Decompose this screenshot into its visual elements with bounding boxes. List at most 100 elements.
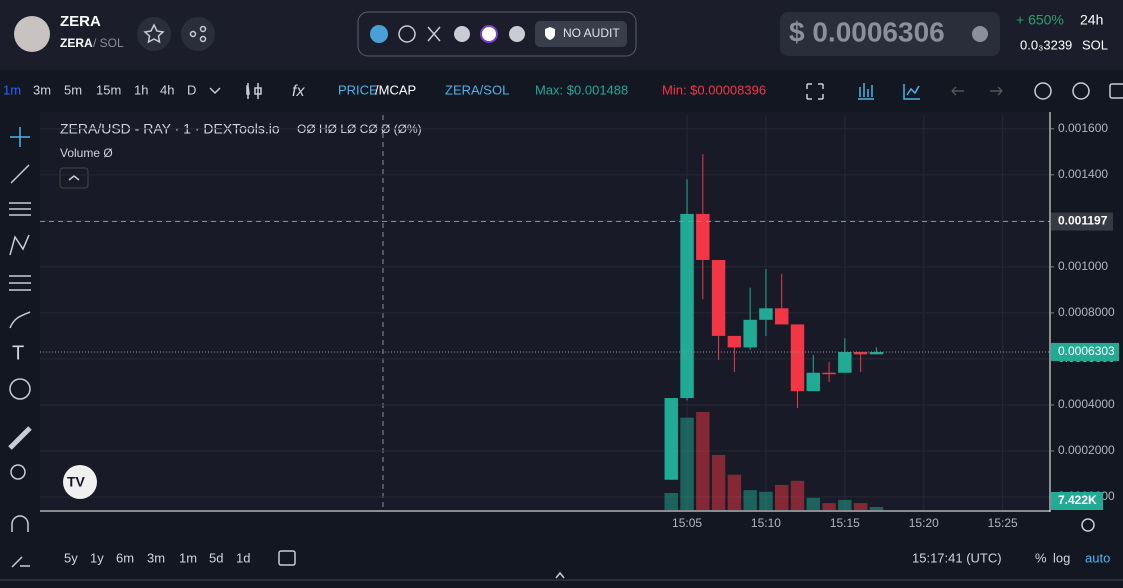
volume-bar bbox=[869, 506, 884, 510]
text-tool[interactable]: T bbox=[12, 342, 24, 364]
y-tick-label: 0.001000 bbox=[1058, 259, 1108, 273]
interval-dropdown[interactable] bbox=[209, 87, 221, 95]
interval[interactable]: 15m bbox=[96, 82, 121, 97]
candle-body bbox=[853, 352, 868, 355]
magnet-tool[interactable] bbox=[11, 515, 29, 532]
price-box bbox=[780, 12, 1000, 56]
candle-body bbox=[838, 352, 852, 373]
alert-icon[interactable] bbox=[1034, 82, 1052, 100]
forecast-tool[interactable] bbox=[9, 275, 31, 291]
fullscreen-icon[interactable] bbox=[806, 83, 824, 100]
share-button[interactable] bbox=[181, 17, 215, 51]
y-tick-label: 0.001400 bbox=[1058, 167, 1108, 181]
volume-bar bbox=[759, 491, 773, 510]
pair-toggle[interactable]: ZERA/SOL bbox=[445, 82, 509, 97]
range[interactable]: 1d bbox=[236, 550, 250, 565]
info-icon[interactable] bbox=[972, 26, 988, 42]
auto-toggle[interactable]: auto bbox=[1085, 550, 1110, 565]
volume-bar bbox=[680, 417, 694, 510]
range[interactable]: 3m bbox=[147, 550, 165, 565]
range[interactable]: 5y bbox=[64, 550, 78, 565]
volume-tag bbox=[1051, 492, 1103, 510]
chart-icon[interactable] bbox=[903, 84, 920, 100]
candle-body bbox=[743, 319, 757, 348]
volume-bar bbox=[664, 492, 678, 510]
candle-body bbox=[759, 308, 773, 320]
emoji-tool[interactable] bbox=[9, 378, 31, 400]
axis-settings[interactable] bbox=[1081, 518, 1095, 532]
x-tick-label: 15:05 bbox=[672, 516, 702, 530]
volume-bar bbox=[743, 490, 757, 510]
audit-label: NO AUDIT bbox=[563, 26, 620, 40]
interval[interactable]: 1m bbox=[3, 82, 21, 97]
favorite-button[interactable] bbox=[137, 17, 171, 51]
interval[interactable]: 5m bbox=[64, 82, 82, 97]
redo[interactable] bbox=[990, 86, 1003, 96]
compare-icon[interactable] bbox=[858, 83, 874, 100]
range[interactable]: 1y bbox=[90, 550, 104, 565]
candle-body bbox=[775, 308, 789, 325]
crosshair-label: 0.001197 bbox=[1058, 214, 1108, 228]
legend-volume: Volume Ø bbox=[60, 146, 113, 160]
zoom-tool[interactable] bbox=[10, 464, 26, 480]
percent-toggle[interactable]: % bbox=[1035, 550, 1047, 565]
ruler-tool[interactable] bbox=[8, 426, 32, 450]
tv-logo bbox=[63, 465, 97, 499]
candle-body bbox=[806, 372, 820, 392]
web-link[interactable] bbox=[398, 25, 416, 43]
min-price: Min: $0.00008396 bbox=[662, 82, 766, 97]
price-toggle[interactable]: PRICE bbox=[338, 82, 378, 97]
fib-tool[interactable] bbox=[9, 202, 31, 216]
log-toggle[interactable]: log bbox=[1053, 550, 1070, 565]
indicators-icon[interactable]: fx bbox=[292, 83, 305, 100]
range[interactable]: 6m bbox=[116, 550, 134, 565]
settings-icon[interactable] bbox=[1072, 82, 1090, 100]
snapshot-icon[interactable] bbox=[1109, 83, 1123, 99]
more-links[interactable] bbox=[509, 26, 525, 42]
date-range-icon[interactable] bbox=[278, 550, 296, 566]
crosshair-tool[interactable] bbox=[10, 127, 30, 147]
brush-tool[interactable] bbox=[9, 311, 31, 329]
interval[interactable]: 3m bbox=[33, 82, 51, 97]
shield-icon bbox=[545, 27, 555, 40]
star-icon bbox=[143, 23, 165, 44]
last-price-label: 0.0006303 bbox=[1058, 344, 1115, 358]
volume-bar bbox=[696, 411, 710, 510]
volume-bar bbox=[775, 484, 789, 510]
tv-logo-text: TV bbox=[67, 474, 86, 490]
pair-base: ZERA bbox=[60, 36, 93, 50]
share-icon bbox=[199, 25, 207, 33]
interval[interactable]: 1h bbox=[134, 82, 148, 97]
volume-bar bbox=[806, 497, 820, 510]
x-tick-label: 15:20 bbox=[909, 516, 939, 530]
volume-bar bbox=[790, 480, 805, 510]
expand-arrow[interactable] bbox=[555, 571, 565, 579]
x-link[interactable] bbox=[427, 26, 441, 42]
token-avatar bbox=[14, 16, 50, 52]
clock: 15:17:41 (UTC) bbox=[912, 550, 1002, 565]
mcap-toggle[interactable]: /MCAP bbox=[375, 82, 416, 97]
lock-tool[interactable] bbox=[11, 556, 30, 568]
candle-type-icon[interactable] bbox=[246, 83, 262, 99]
candle-body bbox=[680, 213, 694, 399]
collapse-legend[interactable] bbox=[59, 167, 89, 189]
other-link[interactable] bbox=[480, 25, 498, 43]
audit-button[interactable] bbox=[535, 21, 627, 47]
range[interactable]: 5d bbox=[209, 550, 223, 565]
pattern-tool[interactable] bbox=[9, 234, 30, 256]
y-tick-label: 0.0004000 bbox=[1058, 397, 1115, 411]
change-period: 24h bbox=[1080, 12, 1103, 28]
undo[interactable] bbox=[951, 86, 964, 96]
telegram-link[interactable] bbox=[454, 26, 470, 42]
volume-bar bbox=[727, 474, 742, 510]
interval[interactable]: D bbox=[187, 82, 196, 97]
drawing-tools: T bbox=[8, 127, 32, 568]
candle-body bbox=[711, 259, 726, 336]
interval[interactable]: 4h bbox=[160, 82, 174, 97]
candle-body bbox=[790, 324, 805, 392]
y-tick-label: 0.001600 bbox=[1058, 121, 1108, 135]
range[interactable]: 1m bbox=[179, 550, 197, 565]
trendline-tool[interactable] bbox=[10, 164, 30, 184]
solana-link[interactable] bbox=[370, 25, 388, 43]
